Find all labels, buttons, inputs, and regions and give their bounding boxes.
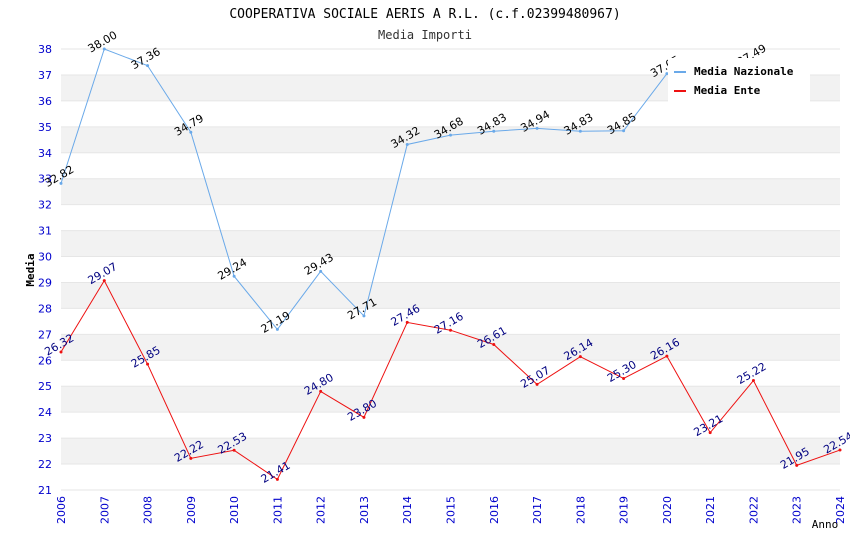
y-tick-label: 36: [38, 95, 52, 108]
data-point-media-ente: [535, 382, 539, 386]
y-tick-label: 24: [38, 406, 52, 419]
x-tick-label: 2009: [185, 496, 198, 524]
data-point-media-ente: [319, 389, 323, 393]
data-point-media-ente: [622, 376, 626, 380]
y-tick-label: 30: [38, 251, 52, 264]
data-point-media-ente: [362, 415, 366, 419]
x-tick-label: 2016: [488, 496, 501, 524]
x-axis-ticks: 2006 2007 2008 2009 2010 2011 2012 2013 2014 2015…: [55, 496, 847, 524]
data-point-media-nazionale: [578, 129, 582, 133]
band-25: [61, 360, 840, 387]
x-tick-label: 2014: [401, 496, 414, 524]
data-point-media-nazionale: [665, 72, 669, 76]
data-point-media-ente: [189, 456, 193, 460]
legend-box: [668, 58, 810, 102]
band-32: [61, 178, 840, 205]
plot-background-bands: [61, 48, 840, 491]
y-tick-label: 37: [38, 69, 52, 82]
data-point-media-ente: [665, 354, 669, 358]
y-tick-label: 22: [38, 458, 52, 471]
data-point-media-ente: [449, 328, 452, 332]
band-28: [61, 282, 840, 309]
x-tick-label: 2015: [445, 496, 458, 524]
data-point-media-nazionale: [319, 269, 323, 273]
data-point-media-ente: [59, 350, 63, 354]
legend-label-media-ente: Media Ente: [694, 84, 761, 97]
chart-title: COOPERATIVA SOCIALE AERIS A R.L. (c.f.02…: [229, 7, 620, 22]
x-tick-label: 2010: [228, 496, 241, 524]
x-tick-label: 2022: [747, 496, 760, 524]
y-tick-label: 28: [38, 302, 52, 315]
x-tick-label: 2013: [358, 496, 371, 524]
x-tick-label: 2019: [618, 496, 631, 524]
x-tick-label: 2020: [661, 496, 674, 524]
band-21: [61, 464, 840, 490]
data-point-media-nazionale: [492, 129, 496, 133]
data-point-media-ente: [492, 342, 496, 346]
series-lines: [60, 48, 842, 481]
data-point-media-ente: [405, 320, 409, 324]
data-point-media-nazionale: [146, 64, 150, 68]
band-23: [61, 412, 840, 439]
band-33: [61, 152, 840, 179]
data-point-media-ente: [275, 477, 279, 481]
x-tick-label: 2006: [55, 496, 68, 524]
data-point-media-nazionale: [232, 274, 236, 278]
y-tick-label: 29: [38, 276, 52, 289]
band-24: [61, 386, 840, 413]
band-35: [61, 100, 840, 127]
legend: Media Nazionale Media Ente: [668, 58, 810, 102]
data-point-media-nazionale: [449, 133, 452, 137]
data-point-media-nazionale: [622, 129, 626, 133]
x-tick-label: 2018: [574, 496, 587, 524]
y-tick-label: 31: [38, 225, 52, 238]
y-tick-label: 26: [38, 354, 52, 367]
band-26: [61, 334, 840, 361]
data-point-media-ente: [838, 448, 842, 452]
y-tick-label: 33: [38, 173, 52, 186]
data-point-media-nazionale: [362, 314, 366, 318]
x-tick-label: 2023: [791, 496, 804, 524]
x-tick-label: 2008: [142, 496, 155, 524]
data-point-media-ente: [795, 463, 799, 467]
y-tick-label: 38: [38, 43, 52, 56]
data-point-media-ente: [102, 279, 106, 283]
band-31: [61, 204, 840, 231]
y-tick-label: 27: [38, 328, 52, 341]
band-30: [61, 230, 840, 257]
data-point-media-ente: [578, 355, 582, 359]
data-point-media-ente: [751, 379, 755, 383]
data-point-media-nazionale: [189, 130, 193, 134]
x-tick-label: 2011: [271, 496, 284, 524]
x-tick-label: 2021: [704, 496, 717, 524]
y-tick-label: 32: [38, 199, 52, 212]
data-point-media-nazionale: [405, 142, 409, 146]
data-point-media-nazionale: [102, 47, 106, 51]
x-tick-label: 2007: [98, 496, 111, 524]
data-point-media-ente: [146, 362, 150, 366]
y-tick-label: 35: [38, 121, 52, 134]
data-point-media-nazionale: [275, 327, 279, 331]
band-29: [61, 256, 840, 283]
y-axis-label: Media: [24, 253, 37, 286]
data-point-media-ente: [708, 431, 712, 435]
y-tick-label: 34: [38, 147, 52, 160]
data-point-media-nazionale: [59, 181, 63, 185]
x-tick-label: 2012: [315, 496, 328, 524]
chart-subtitle: Media Importi: [378, 28, 472, 42]
y-tick-label: 25: [38, 380, 52, 393]
y-axis-ticks: 21 22 23 24 25 26 27 28 29 30 31 32 33 34 35 36 37 38: [38, 43, 52, 497]
y-tick-label: 23: [38, 432, 52, 445]
data-point-media-nazionale: [535, 126, 539, 130]
legend-label-media-nazionale: Media Nazionale: [694, 65, 794, 78]
x-tick-label: 2017: [531, 496, 544, 524]
x-axis-label: Anno: [812, 518, 839, 531]
data-point-media-ente: [232, 448, 236, 452]
x-tick-label: 2024: [834, 496, 847, 524]
y-tick-label: 21: [38, 484, 52, 497]
